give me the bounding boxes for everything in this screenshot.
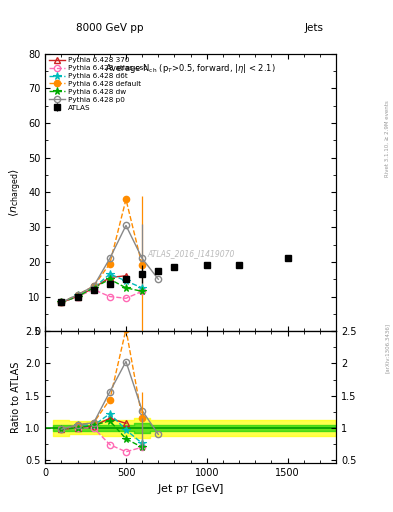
Pythia 6.428 p0 — [91, 283, 96, 289]
Pythia 6.428 dw — [91, 285, 96, 291]
Y-axis label: Ratio to ATLAS: Ratio to ATLAS — [11, 361, 21, 433]
Pythia 6.428 default — [59, 300, 64, 306]
Pythia 6.428 atlas-csc — [75, 293, 80, 300]
Text: Rivet 3.1.10, ≥ 2.9M events: Rivet 3.1.10, ≥ 2.9M events — [385, 100, 389, 177]
Pythia 6.428 default — [75, 292, 80, 298]
Pythia 6.428 dw — [124, 285, 129, 291]
Pythia 6.428 d6t — [59, 300, 64, 306]
Pythia 6.428 default — [124, 197, 129, 203]
Pythia 6.428 atlas-csc — [124, 295, 129, 302]
Y-axis label: $\langle n_\mathrm{charged}\rangle$: $\langle n_\mathrm{charged}\rangle$ — [7, 168, 24, 217]
Pythia 6.428 p0 — [107, 255, 112, 262]
X-axis label: Jet p$_T$ [GeV]: Jet p$_T$ [GeV] — [157, 482, 224, 497]
Pythia 6.428 370 — [124, 273, 129, 279]
Pythia 6.428 default — [107, 261, 112, 267]
Line: Pythia 6.428 atlas-csc: Pythia 6.428 atlas-csc — [58, 287, 145, 306]
Pythia 6.428 370 — [59, 300, 64, 306]
Pythia 6.428 default — [140, 262, 145, 268]
Line: Pythia 6.428 default: Pythia 6.428 default — [58, 196, 145, 306]
Legend: Pythia 6.428 370, Pythia 6.428 atlas-csc, Pythia 6.428 d6t, Pythia 6.428 default: Pythia 6.428 370, Pythia 6.428 atlas-csc… — [48, 56, 149, 112]
Pythia 6.428 atlas-csc — [107, 293, 112, 300]
Pythia 6.428 p0 — [124, 222, 129, 228]
Pythia 6.428 dw — [59, 300, 64, 306]
Line: Pythia 6.428 dw: Pythia 6.428 dw — [57, 275, 146, 306]
Pythia 6.428 370 — [107, 274, 112, 281]
Pythia 6.428 p0 — [75, 292, 80, 298]
Text: Average N$_\mathregular{ch}$ (p$_T$>0.5, forward, |$\eta$| < 2.1): Average N$_\mathregular{ch}$ (p$_T$>0.5,… — [105, 62, 276, 75]
Line: Pythia 6.428 p0: Pythia 6.428 p0 — [58, 222, 162, 306]
Pythia 6.428 atlas-csc — [91, 287, 96, 293]
Text: 8000 GeV pp: 8000 GeV pp — [76, 23, 144, 33]
Pythia 6.428 atlas-csc — [59, 300, 64, 306]
Pythia 6.428 370 — [91, 285, 96, 291]
Text: ATLAS_2016_I1419070: ATLAS_2016_I1419070 — [147, 249, 234, 258]
Pythia 6.428 atlas-csc — [140, 288, 145, 294]
Line: Pythia 6.428 d6t: Pythia 6.428 d6t — [57, 270, 146, 306]
Pythia 6.428 p0 — [59, 300, 64, 306]
Pythia 6.428 d6t — [107, 271, 112, 277]
Pythia 6.428 p0 — [156, 276, 161, 282]
Pythia 6.428 d6t — [124, 278, 129, 284]
Text: [arXiv:1306.3436]: [arXiv:1306.3436] — [385, 323, 389, 373]
Pythia 6.428 d6t — [91, 285, 96, 291]
Pythia 6.428 d6t — [75, 292, 80, 298]
Pythia 6.428 p0 — [140, 255, 145, 262]
Pythia 6.428 370 — [75, 293, 80, 300]
Line: Pythia 6.428 370: Pythia 6.428 370 — [58, 272, 129, 306]
Pythia 6.428 dw — [75, 293, 80, 300]
Pythia 6.428 default — [91, 283, 96, 289]
Pythia 6.428 d6t — [140, 285, 145, 291]
Text: Jets: Jets — [305, 23, 324, 33]
Pythia 6.428 dw — [140, 288, 145, 294]
Pythia 6.428 dw — [107, 276, 112, 282]
